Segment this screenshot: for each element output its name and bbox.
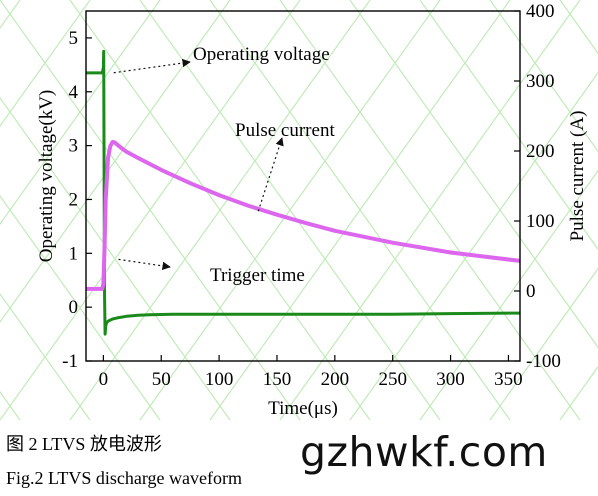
watermark-stroke xyxy=(489,267,598,421)
x-tick-label: 150 xyxy=(263,369,292,390)
y-right-tick-label: 400 xyxy=(526,1,555,22)
watermark-stroke xyxy=(279,0,581,421)
annotation-label: Pulse current xyxy=(235,120,335,141)
watermark-stroke xyxy=(139,0,441,421)
watermark-stroke xyxy=(69,0,371,421)
x-tick-label: 250 xyxy=(378,369,407,390)
y-left-tick-label: 0 xyxy=(69,297,79,318)
x-tick-label: 300 xyxy=(436,369,465,390)
annotations: Operating voltage Pulse current Trigger ti… xyxy=(111,44,335,286)
watermark-stroke xyxy=(0,292,91,421)
watermark-stroke xyxy=(0,0,91,128)
y-right-tick-label: 0 xyxy=(526,281,536,302)
y-right-axis-title: Pulse current (A) xyxy=(567,111,588,242)
watermark-stroke xyxy=(349,71,598,421)
x-tick-label: 50 xyxy=(152,369,171,390)
watermark-stroke xyxy=(489,0,598,153)
series-line-pulse-current xyxy=(86,139,521,291)
annotation-arrow xyxy=(111,58,191,74)
annotation-label: Operating voltage xyxy=(193,44,330,65)
plot-frame xyxy=(85,10,521,362)
annotation-arrow xyxy=(257,137,284,213)
watermark-stroke xyxy=(0,0,301,421)
watermark-stroke xyxy=(209,0,511,421)
watermark-pattern xyxy=(0,0,598,421)
x-tick-label: 0 xyxy=(99,369,109,390)
watermark-stroke xyxy=(0,0,161,226)
x-axis-title: Time(μs) xyxy=(268,398,338,419)
x-tick-label: 350 xyxy=(494,369,523,390)
y-left-tick-label: 4 xyxy=(69,82,79,103)
y-right-tick-label: 100 xyxy=(526,211,555,232)
y-left-tick-label: 3 xyxy=(69,136,79,157)
x-tick-label: 200 xyxy=(321,369,350,390)
series-line-operating-voltage xyxy=(86,49,521,336)
y-left-tick-label: 2 xyxy=(69,189,79,210)
y-left-tick-label: -1 xyxy=(62,351,78,372)
series-layer xyxy=(86,49,521,336)
annotation-arrow xyxy=(115,258,171,271)
axes: 0 50 100 150 200 250 300 350 -1 0 1 2 3 4 5 -100 0 100 200… xyxy=(36,1,588,419)
y-right-tick-label: 300 xyxy=(526,71,555,92)
watermark-stroke xyxy=(419,169,598,421)
watermark-stroke xyxy=(0,0,231,324)
annotation-label: Trigger time xyxy=(210,265,305,286)
y-left-tick-label: 1 xyxy=(69,243,79,264)
figure-caption-cn: 图 2 LTVS 放电波形 xyxy=(6,434,162,454)
figure-caption-en: Fig.2 LTVS discharge waveform xyxy=(6,468,242,488)
watermark-text: gzhwkf.com xyxy=(300,428,548,476)
y-left-axis-title: Operating voltage(kV) xyxy=(36,90,57,263)
y-right-tick-label: 200 xyxy=(526,141,555,162)
y-left-tick-label: 5 xyxy=(69,28,79,49)
x-tick-label: 100 xyxy=(205,369,234,390)
y-right-tick-label: -100 xyxy=(526,351,561,372)
